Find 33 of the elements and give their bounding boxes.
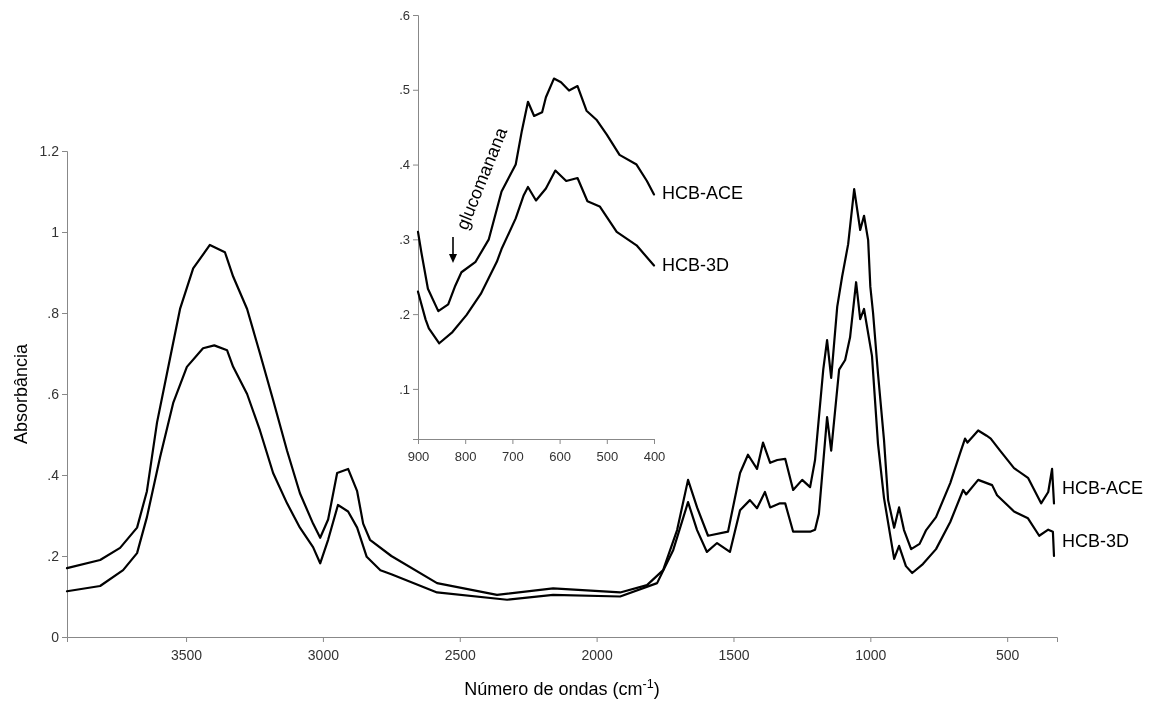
y-tick-label: 1 <box>51 223 60 240</box>
y-tick-label: .8 <box>47 304 60 321</box>
x-axis-title: Número de ondas (cm$^{-1}$) <box>464 677 660 699</box>
x-tick-label: 600 <box>549 449 571 465</box>
series-label: HCB-ACE <box>1061 478 1143 499</box>
x-tick-label: 900 <box>407 449 430 465</box>
y-tick-label: .4 <box>47 466 60 483</box>
x-tick-label: 400 <box>643 449 666 465</box>
y-tick-label: .6 <box>399 7 410 23</box>
series-label: HCB-ACE <box>662 183 744 204</box>
x-tick-label: 1500 <box>718 647 750 664</box>
x-tick-label: 500 <box>596 449 619 465</box>
y-tick-label: .4 <box>399 157 410 173</box>
y-tick-label: .2 <box>399 306 410 322</box>
x-tick-label: 2500 <box>444 647 477 664</box>
series-label: HCB-3D <box>1061 530 1129 551</box>
line-series <box>416 77 656 313</box>
x-tick-label: 500 <box>996 647 1020 664</box>
y-tick-label: 0 <box>51 628 60 645</box>
x-tick-label: 2000 <box>581 647 613 664</box>
x-tick-label: 800 <box>454 449 477 465</box>
y-tick-label: .5 <box>399 82 410 98</box>
x-tick-label: 1000 <box>855 647 887 664</box>
y-tick-label: .6 <box>47 385 60 402</box>
y-axis-title: Absorbância <box>11 342 31 445</box>
y-tick-label: .3 <box>399 232 410 247</box>
series-label: HCB-3D <box>662 254 730 275</box>
y-tick-label: .1 <box>399 381 410 397</box>
y-tick-label: 1.2 <box>39 142 60 159</box>
x-tick-label: 3500 <box>170 647 203 664</box>
y-tick-label: .2 <box>47 547 60 564</box>
x-tick-label: 700 <box>502 449 524 465</box>
x-tick-label: 3000 <box>307 647 340 664</box>
